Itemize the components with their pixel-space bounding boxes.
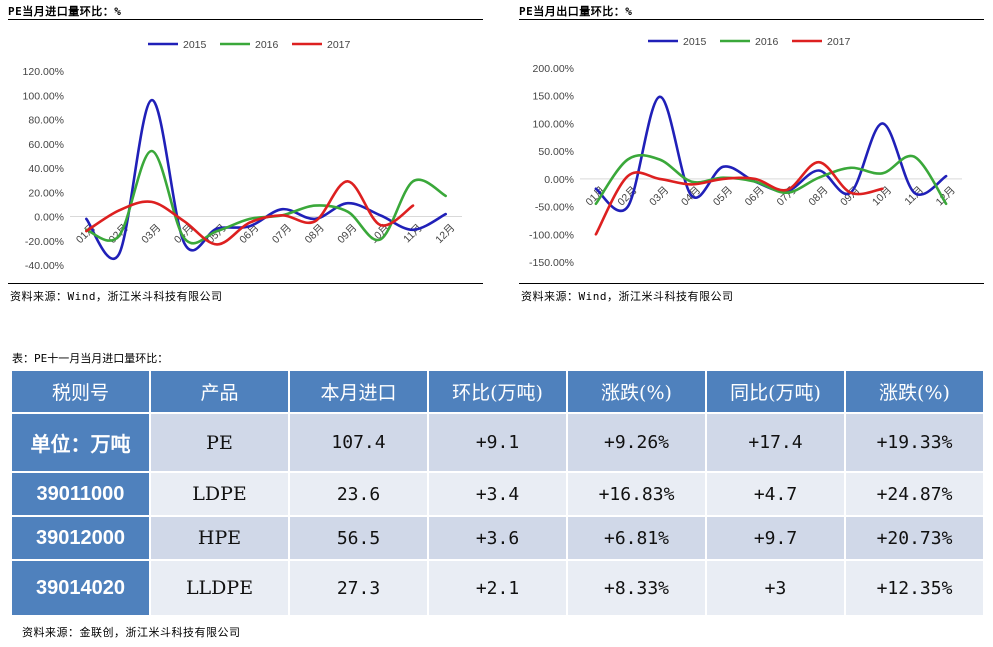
cell-yoy: +9.7 — [705, 515, 846, 561]
y-tick-label: -50.00% — [535, 202, 574, 214]
import-table: 税则号 产品 本月进口 环比(万吨) 涨跌(%) 同比(万吨) 涨跌(%) 单位… — [10, 369, 985, 617]
import-mom-chart: -40.00% -20.00% 0.00% 20.00% 40.00% 60.00% 80.… — [23, 39, 462, 272]
x-tick-label: 09月 — [335, 222, 359, 246]
table-row: 39012000 HPE 56.5 +3.6 +6.81% +9.7 +20.7… — [10, 515, 985, 561]
cell-code: 单位：万吨 — [10, 412, 151, 473]
cell-yoy: +4.7 — [705, 471, 846, 517]
legend-label-2017: 2017 — [827, 36, 851, 48]
cell-yoy-pct: +19.33% — [844, 412, 985, 473]
legend-label-2016: 2016 — [755, 36, 779, 48]
series-line-2015 — [85, 98, 447, 260]
left-title-rule — [8, 19, 483, 20]
cell-import: 56.5 — [288, 515, 429, 561]
series-line-2017 — [594, 160, 884, 236]
y-tick-label: 200.00% — [533, 63, 574, 75]
right-source-rule — [519, 283, 984, 284]
series-line-2017 — [85, 180, 415, 246]
legend-label-2015: 2015 — [183, 39, 207, 51]
header-mom-pct: 涨跌(%) — [566, 369, 707, 414]
y-tick-label: 60.00% — [28, 139, 64, 151]
x-tick-label: 08月 — [303, 222, 327, 246]
cell-yoy-pct: +12.35% — [844, 559, 985, 617]
x-tick-label: 11月 — [401, 222, 425, 246]
cell-product: LDPE — [149, 471, 290, 517]
cell-mom-pct: +9.26% — [566, 412, 707, 473]
cell-yoy-pct: +20.73% — [844, 515, 985, 561]
x-tick-label: 03月 — [139, 222, 163, 246]
header-month-import: 本月进口 — [288, 369, 429, 414]
y-tick-label: 100.00% — [533, 118, 574, 130]
header-yoy-pct: 涨跌(%) — [844, 369, 985, 414]
x-tick-label: 05月 — [711, 184, 735, 208]
y-tick-label: 40.00% — [28, 163, 64, 175]
cell-product: HPE — [149, 515, 290, 561]
y-tick-label: -100.00% — [529, 229, 574, 241]
y-tick-label: 50.00% — [538, 146, 574, 158]
cell-mom-pct: +16.83% — [566, 471, 707, 517]
cell-yoy: +3 — [705, 559, 846, 617]
cell-mom: +3.4 — [427, 471, 568, 517]
cell-code: 39012000 — [10, 515, 151, 561]
x-tick-label: 12月 — [433, 222, 457, 246]
header-tariff-code: 税则号 — [10, 369, 151, 414]
table-row: 单位：万吨 PE 107.4 +9.1 +9.26% +17.4 +19.33% — [10, 412, 985, 473]
series-line-2016 — [594, 153, 948, 206]
cell-mom-pct: +8.33% — [566, 559, 707, 617]
x-tick-label: 09月 — [838, 184, 862, 208]
y-tick-label: 100.00% — [23, 90, 64, 102]
x-tick-label: 07月 — [270, 222, 294, 246]
cell-yoy: +17.4 — [705, 412, 846, 473]
left-source-rule — [8, 283, 483, 284]
cell-code: 39011000 — [10, 471, 151, 517]
cell-mom: +3.6 — [427, 515, 568, 561]
header-mom-volume: 环比(万吨) — [427, 369, 568, 414]
y-tick-label: -20.00% — [25, 236, 64, 248]
cell-product: PE — [149, 412, 290, 473]
header-product: 产品 — [149, 369, 290, 414]
table-header-row: 税则号 产品 本月进口 环比(万吨) 涨跌(%) 同比(万吨) 涨跌(%) — [10, 369, 985, 414]
series-line-2015 — [594, 95, 948, 212]
x-tick-label: 11月 — [902, 184, 926, 208]
legend-label-2016: 2016 — [255, 39, 279, 51]
cell-import: 107.4 — [288, 412, 429, 473]
y-tick-label: 0.00% — [544, 174, 574, 186]
y-tick-label: 0.00% — [34, 212, 64, 224]
legend-label-2015: 2015 — [683, 36, 707, 48]
series-line-2016 — [85, 149, 447, 245]
right-chart-source: 资料来源：Wind，浙江米斗科技有限公司 — [521, 290, 734, 303]
y-tick-label: -150.00% — [529, 257, 574, 269]
right-title-rule — [519, 19, 984, 20]
export-mom-chart: -150.00% -100.00% -50.00% 0.00% 50.00% 100.00… — [529, 36, 962, 269]
y-tick-label: 120.00% — [23, 66, 64, 78]
x-tick-label: 08月 — [806, 184, 830, 208]
y-tick-label: 20.00% — [28, 187, 64, 199]
right-chart-title: PE当月出口量环比：% — [519, 5, 633, 18]
table-row: 39014020 LLDPE 27.3 +2.1 +8.33% +3 +12.3… — [10, 559, 985, 617]
y-tick-label: 80.00% — [28, 115, 64, 127]
cell-mom: +9.1 — [427, 412, 568, 473]
left-chart-title: PE当月进口量环比：% — [8, 5, 122, 18]
cell-import: 23.6 — [288, 471, 429, 517]
table-row: 39011000 LDPE 23.6 +3.4 +16.83% +4.7 +24… — [10, 471, 985, 517]
table-source: 资料来源：金联创，浙江米斗科技有限公司 — [22, 626, 241, 639]
cell-import: 27.3 — [288, 559, 429, 617]
cell-code: 39014020 — [10, 559, 151, 617]
x-tick-label: 03月 — [647, 184, 671, 208]
y-tick-label: -40.00% — [25, 260, 64, 272]
left-chart-source: 资料来源：Wind，浙江米斗科技有限公司 — [10, 290, 223, 303]
legend-label-2017: 2017 — [327, 39, 351, 51]
cell-yoy-pct: +24.87% — [844, 471, 985, 517]
header-yoy-volume: 同比(万吨) — [705, 369, 846, 414]
x-tick-label: 06月 — [743, 184, 767, 208]
y-tick-label: 150.00% — [533, 91, 574, 103]
cell-mom-pct: +6.81% — [566, 515, 707, 561]
cell-product: LLDPE — [149, 559, 290, 617]
cell-mom: +2.1 — [427, 559, 568, 617]
table-title: 表：PE十一月当月进口量环比： — [12, 352, 169, 365]
